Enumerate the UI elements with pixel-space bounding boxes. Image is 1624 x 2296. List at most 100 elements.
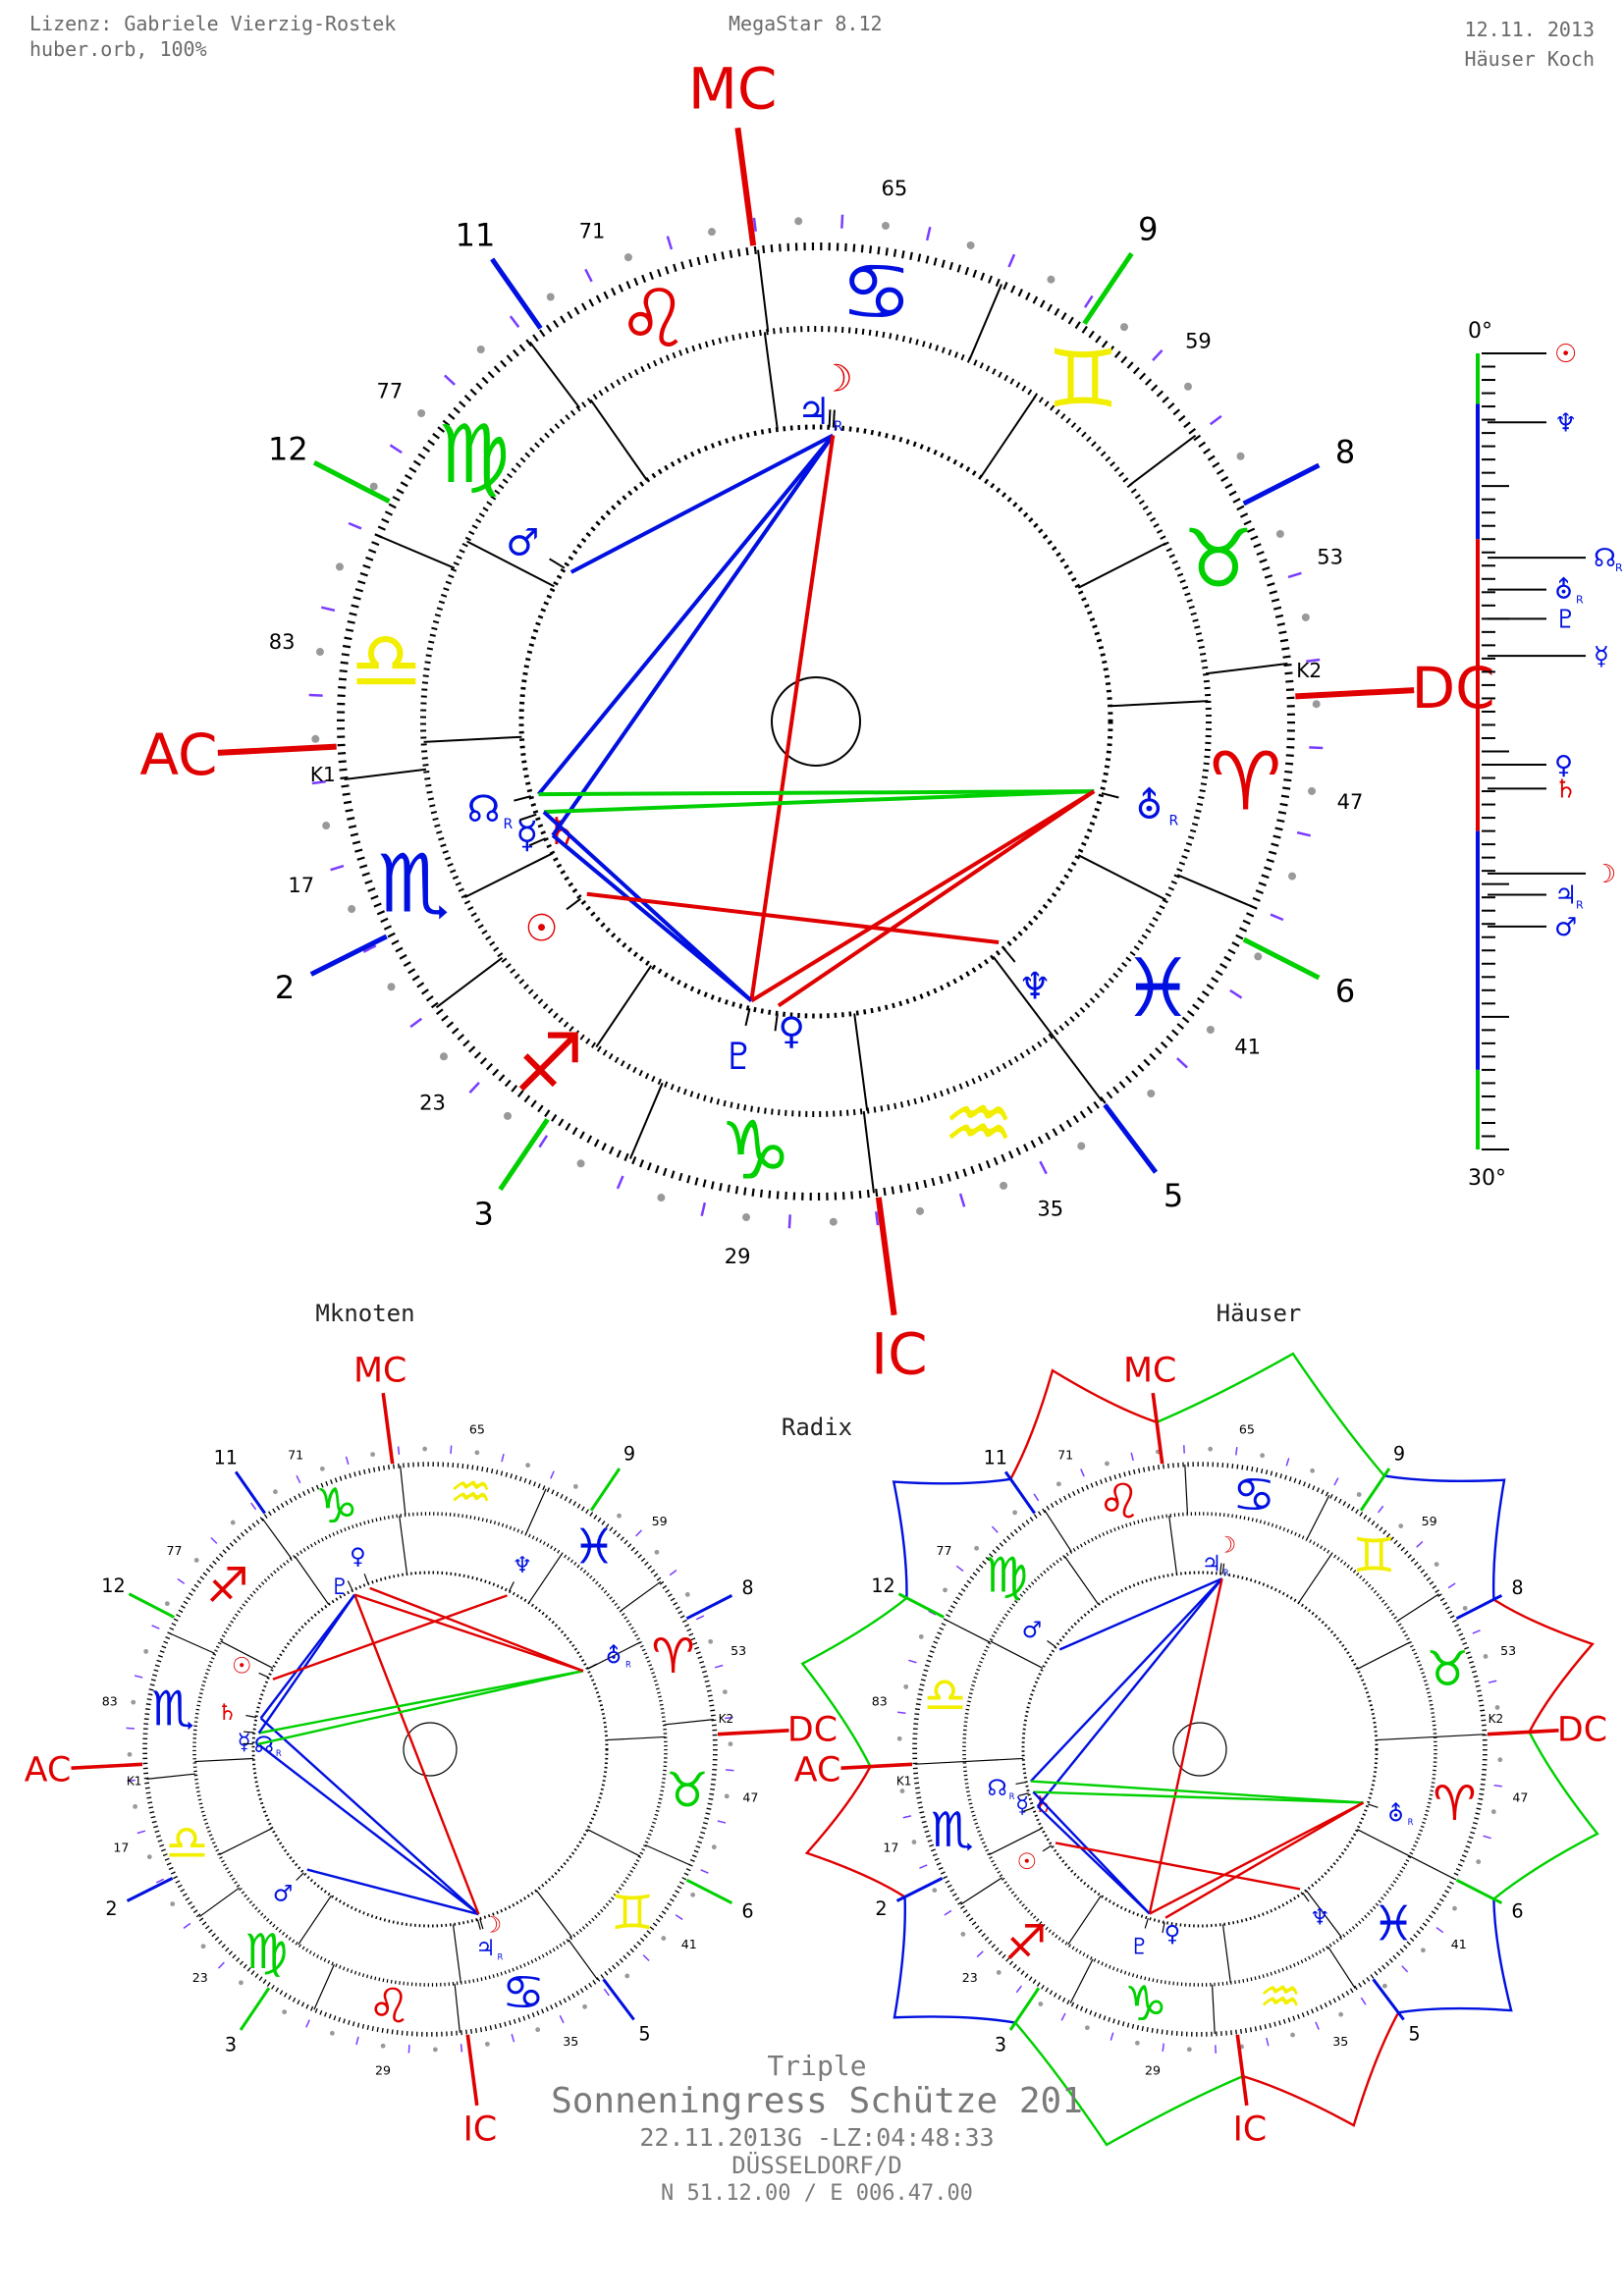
degree-dot [572,1483,578,1489]
sign-glyph-krebs: ♋ [840,245,913,339]
planet-venus-icon: ♀ [1164,1921,1181,1947]
mknoten-chart: ♈ ♉ ♊ ♋ ♌ ♍ ♎ ♏ ♐ ♑ ♒ ♓ AC K1 17 2 23 3 29 IC 35 5 41 6 47 DC K2 53… [25,1351,838,2149]
sign-glyph-löwe: ♌ [367,1978,410,2035]
sign-boundary [945,1619,991,1643]
degree-dot [623,253,632,262]
sign-glyph-löwe: ♌ [618,273,690,366]
aspect-line-sun-neptune [272,1594,508,1681]
degree-dot [1147,1090,1156,1098]
degree-tick [1152,349,1164,361]
scale-neptune-icon: ♆ [1554,408,1577,438]
house-circle [518,424,1113,1019]
house-label: AC [794,1750,841,1789]
degree-tick [787,1214,791,1229]
house-star-segment [1009,1368,1158,1480]
house-cusp-axis [1372,1978,1405,2021]
degree-tick [919,1864,928,1869]
degree-dot [230,1520,236,1525]
degree-tick [1472,1629,1481,1634]
house-cusp-line [219,1828,273,1855]
house-cusp-axis [239,1987,271,2031]
degree-dot [417,409,426,418]
degree-dot [932,1888,938,1894]
degree-dot [707,228,716,237]
sign-boundary [1306,1494,1330,1540]
sign-boundary [1396,1593,1439,1622]
haeuser-chart: ♈ ♉ ♊ ♋ ♌ ♍ ♎ ♏ ♐ ♑ ♒ ♓ AC K1 17 2 23 3 29 IC 35 5 41 6 47 DC K2 53… [794,1351,1607,2149]
planet-mercury-icon: ☿ [1015,1792,1029,1818]
degree-dot [1260,1453,1266,1459]
house-cusp-line [990,1640,1044,1669]
planet-marker [1302,1893,1310,1902]
age-label: 71 [579,220,606,243]
sign-glyph-wassermann: ♒ [1259,1968,1302,2025]
sign-boundary [960,1877,1003,1905]
house-cusp-axis [381,1392,395,1465]
house-label: IC [1233,2110,1268,2150]
age-label: 53 [1500,1643,1516,1658]
sign-glyph-stier: ♉ [1426,1640,1469,1697]
degree-dot [1056,1481,1061,1487]
house-label: 11 [214,1446,238,1468]
zodiac-inner-ticks [962,1512,1437,1987]
house-cusp-line [763,332,779,430]
degree-tick [726,1769,734,1772]
sign-boundary [914,1760,965,1765]
degree-tick [450,1445,453,1454]
age-label: 35 [1037,1197,1063,1220]
degree-dot [899,1789,905,1793]
degree-tick [1488,1680,1497,1683]
planet-sun-icon: ☉ [524,907,558,950]
degree-dot [131,1699,136,1705]
house-cusp-line [1110,700,1209,708]
house-marker: K1 [127,1774,142,1788]
house-star-segment [1492,1731,1599,1900]
degree-dot [624,1973,630,1979]
degree-dot [1288,872,1297,881]
house-cusp-line [992,955,1054,1037]
house-label: 3 [995,2034,1006,2056]
degree-tick [362,944,377,953]
house-label: 3 [225,2034,237,2056]
degree-tick [308,693,323,697]
planet-marker [828,409,832,428]
degree-tick [1483,1835,1491,1840]
sign-glyph-zwillinge: ♊ [1047,334,1119,427]
sign-glyph-waage: ♎ [165,1814,208,1871]
planet-mercury-icon: ☿ [515,813,538,856]
house-label: IC [871,1320,928,1387]
chart-place: DÜSSELDORF/D [731,2152,902,2179]
planet-marker [476,1919,481,1930]
degree-tick [925,226,932,241]
degree-tick [1015,1985,1022,1994]
degree-dot [911,1840,917,1844]
house-star-segment [1383,1474,1506,1600]
degree-tick [1401,1965,1409,1973]
house-cusp-line [1357,1641,1411,1670]
planet-pluto-icon: ♇ [330,1575,350,1600]
retrograde-mark: R [276,1748,282,1758]
age-label: 77 [377,379,404,402]
planet-marker [549,558,566,569]
house-cusp-axis [875,1197,897,1316]
aspect-line-moon-node [537,434,835,796]
house-cusp-axis [465,2034,479,2107]
age-label: 41 [1234,1035,1261,1058]
degree-tick [355,2036,359,2046]
age-label: 59 [1422,1514,1437,1528]
age-label: 59 [652,1514,668,1528]
scale-node-icon: ☊ [1594,544,1616,573]
degree-tick [348,521,362,530]
degree-tick [305,2019,310,2028]
sign-glyph-zwillinge: ♊ [1352,1527,1395,1584]
age-label: 41 [681,1937,697,1951]
house-star-segment [1398,1898,1513,2014]
degree-dot [1476,1859,1482,1865]
degree-dot [1434,1562,1439,1568]
house-cusp-line [1305,1890,1342,1939]
sign-boundary [568,1939,599,1981]
scale-bottom-label: 30° [1468,1166,1506,1191]
degree-tick [1416,1540,1424,1548]
degree-tick [1333,1477,1339,1486]
degree-dot [582,2003,588,2009]
